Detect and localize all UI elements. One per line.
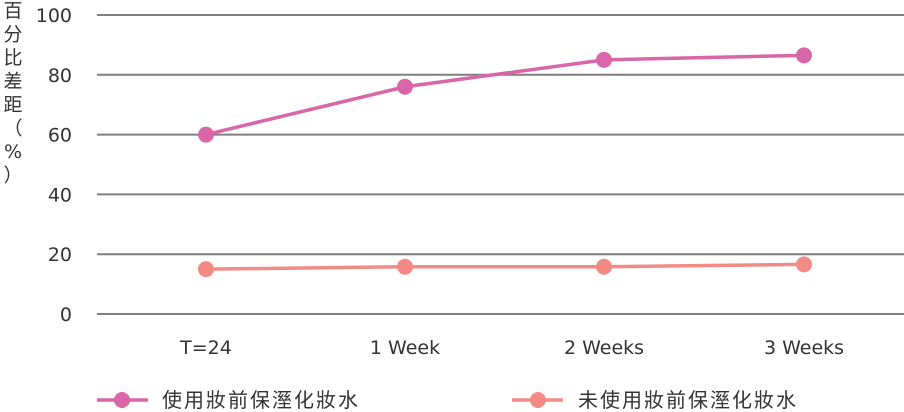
legend-label: 未使用妝前保溼化妝水 — [578, 388, 798, 412]
series-lines — [198, 47, 812, 278]
data-point — [198, 261, 214, 278]
series-line — [205, 262, 805, 271]
legend-item-2: 未使用妝前保溼化妝水 — [512, 388, 798, 412]
y-tick-label: 0 — [60, 304, 72, 326]
data-point — [596, 258, 612, 275]
x-tick-label: 2 Weeks — [564, 337, 644, 359]
x-tick-label: T=24 — [179, 337, 232, 359]
y-tick-label: 80 — [48, 65, 72, 87]
x-tick-labels: T=24 1 Week 2 Weeks 3 Weeks — [179, 337, 844, 359]
legend-label: 使用妝前保溼化妝水 — [162, 388, 360, 412]
series-1 — [198, 47, 812, 143]
y-tick-label: 40 — [48, 184, 72, 206]
x-tick-label: 3 Weeks — [764, 337, 844, 359]
legend-item-1: 使用妝前保溼化妝水 — [97, 388, 360, 412]
y-tick-labels: 0 20 40 60 80 100 — [36, 5, 72, 326]
y-tick-label: 60 — [48, 125, 72, 147]
x-tick-label: 1 Week — [370, 337, 440, 359]
y-axis-label: 百分比差距（%） — [3, 0, 22, 187]
series-2 — [198, 256, 812, 278]
data-point — [198, 126, 214, 143]
data-point — [796, 256, 812, 273]
legend: 使用妝前保溼化妝水 未使用妝前保溼化妝水 — [97, 388, 798, 412]
series-line — [205, 53, 805, 137]
legend-marker — [530, 392, 546, 408]
y-tick-label: 100 — [36, 5, 72, 27]
data-point — [397, 258, 413, 275]
data-point — [397, 78, 413, 95]
y-axis-title: 百分比差距（%） — [3, 0, 22, 187]
data-point — [796, 47, 812, 64]
legend-marker — [114, 392, 130, 408]
data-point — [596, 51, 612, 68]
y-tick-label: 20 — [48, 244, 72, 266]
